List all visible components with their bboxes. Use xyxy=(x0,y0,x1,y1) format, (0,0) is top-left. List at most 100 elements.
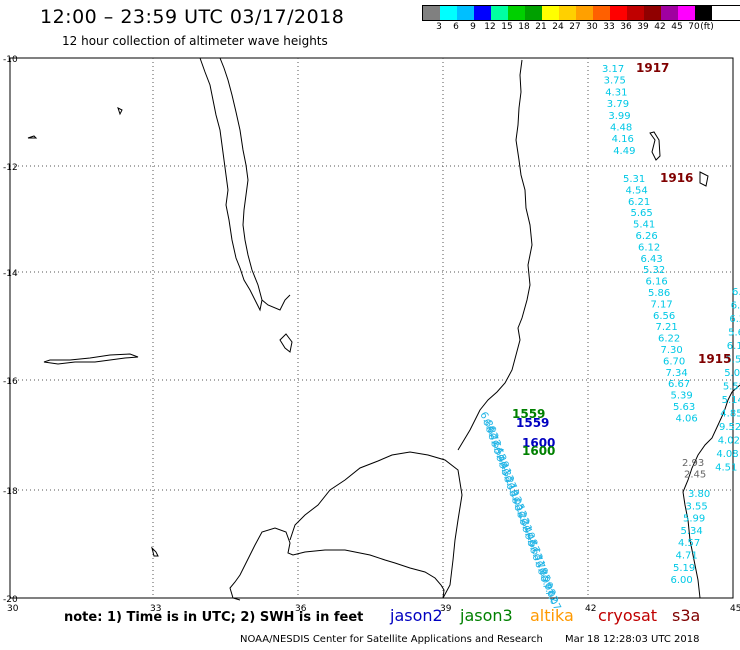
legend-swatch xyxy=(610,6,627,20)
lake-bangweulu xyxy=(43,353,139,365)
track-b-value: 5.31 xyxy=(623,174,645,185)
track-c-value: 4.57 xyxy=(678,538,700,549)
legend-swatch xyxy=(627,6,644,20)
satellite-cryosat: cryosat xyxy=(598,606,658,625)
legend-swatch xyxy=(593,6,610,20)
latitude-label: -16 xyxy=(3,377,18,387)
mainland-coast xyxy=(229,527,445,601)
track-b-value: 6.16 xyxy=(646,277,668,288)
track-a-value: 4.49 xyxy=(613,146,635,157)
legend-label: 39 xyxy=(637,22,649,32)
track-d-value: 4.51 xyxy=(715,463,737,474)
longitude-label: 36 xyxy=(295,604,307,614)
track-a-value: 4.16 xyxy=(612,134,634,145)
legend-swatch xyxy=(474,6,491,20)
legend-labels: 3 6 9 12 15 18 21 24 27 30 33 36 39 42 45 70 (ft) xyxy=(422,21,740,33)
track-b-value: 7.17 xyxy=(651,299,673,310)
cycle-1600-green: 1600 xyxy=(522,444,555,458)
lake-malawi xyxy=(199,57,263,312)
longitude-label: 42 xyxy=(585,604,596,614)
track-a-value: 3.17 xyxy=(602,64,624,75)
track-b-value: 4.54 xyxy=(626,185,648,196)
legend-swatch xyxy=(678,6,695,20)
latitude-label: -20 xyxy=(3,595,18,605)
track-b-value: 5.41 xyxy=(633,220,655,231)
legend-label: 36 xyxy=(620,22,632,32)
mainland-coast-north xyxy=(289,59,533,599)
track-b-value: 6.26 xyxy=(636,231,658,242)
legend-swatch xyxy=(491,6,508,20)
track-b-value: 5.86 xyxy=(648,288,670,299)
track-b-value: 5.65 xyxy=(631,208,653,219)
legend-label: 42 xyxy=(654,22,666,32)
cycle-1917: 1917 xyxy=(636,61,669,75)
legend-label: 3 xyxy=(436,22,442,32)
track-b-value: 6.56 xyxy=(653,311,675,322)
longitude-label: 33 xyxy=(150,604,161,614)
map-frame xyxy=(9,57,734,599)
map-subtitle: 12 hour collection of altimeter wave hei… xyxy=(62,34,328,48)
legend-label: 21 xyxy=(535,22,547,32)
track-c-value: 5.99 xyxy=(683,514,705,525)
track-b-value: 6.21 xyxy=(628,197,650,208)
mayotte-island xyxy=(699,171,709,187)
generated-time: Mar 18 12:28:03 UTC 2018 xyxy=(565,634,700,645)
legend-label: 9 xyxy=(470,22,476,32)
latitude-label: -10 xyxy=(3,55,18,65)
track-d-value: 6.17 xyxy=(727,341,740,352)
madagascar-coast xyxy=(682,384,740,599)
track-c-value: 6.00 xyxy=(671,575,693,586)
legend-swatch xyxy=(644,6,661,20)
legend-swatch xyxy=(559,6,576,20)
cycle-1915: 1915 xyxy=(698,352,731,366)
track-b-value: 6.12 xyxy=(638,242,660,253)
legend-label: 33 xyxy=(603,22,615,32)
satellite-s3a: s3a xyxy=(672,606,701,625)
track-a-value: 3.99 xyxy=(608,111,630,122)
track-b-value: 5.63 xyxy=(673,402,695,413)
track-b-tail-value: 2.93 xyxy=(682,458,704,469)
cycle-1600-blue: 1600 xyxy=(522,436,555,450)
track-a-value: 3.79 xyxy=(607,99,629,110)
latitude-label: -18 xyxy=(3,487,18,497)
track-b-value: 5.32 xyxy=(643,265,665,276)
track-d-value: 4.08 xyxy=(716,449,738,460)
legend-label: 6 xyxy=(453,22,459,32)
legend-label: 70 xyxy=(688,22,700,32)
track-b-value: 7.30 xyxy=(661,345,683,356)
legend-swatch xyxy=(542,6,559,20)
units-note: note: 1) Time is in UTC; 2) SWH is in fe… xyxy=(64,610,364,625)
credit-line: NOAA/NESDIS Center for Satellite Applica… xyxy=(240,634,543,645)
longitude-label: 45 xyxy=(730,604,740,614)
track-d-value: 5.08 xyxy=(724,368,740,379)
track-c-value: 3.80 xyxy=(688,489,710,500)
satellite-jason3: jason3 xyxy=(460,606,513,625)
coastline xyxy=(27,57,740,601)
legend-label: 18 xyxy=(518,22,530,32)
track-a-value: 4.48 xyxy=(610,123,632,134)
track-a-value: 3.75 xyxy=(604,76,626,87)
legend-swatch xyxy=(661,6,678,20)
track-labels: 3.173.754.313.793.994.484.164.49 5.314.54… xyxy=(477,61,740,613)
track-b-value: 7.21 xyxy=(656,322,678,333)
track-c-value: 5.34 xyxy=(681,526,703,537)
legend-swatch xyxy=(695,6,712,20)
track-b-value: 7.34 xyxy=(666,368,688,379)
cycle-1916: 1916 xyxy=(660,171,693,185)
legend-label: 24 xyxy=(552,22,564,32)
legend-label: 15 xyxy=(501,22,513,32)
track-b-value: 4.06 xyxy=(676,413,698,424)
legend-swatch xyxy=(440,6,457,20)
small-island-a xyxy=(151,546,159,557)
legend-label: (ft) xyxy=(700,22,714,32)
legend-swatch xyxy=(508,6,525,20)
track-c-value: 4.71 xyxy=(676,551,698,562)
lake-malawi-south xyxy=(261,294,293,353)
legend-swatches xyxy=(422,5,740,21)
satellite-jason2: jason2 xyxy=(390,606,443,625)
track-d-value: 5.14 xyxy=(722,395,740,406)
map-title: 12:00 – 23:59 UTC 03/17/2018 xyxy=(40,6,345,28)
small-island-c xyxy=(117,107,123,116)
track-b-value: 6.22 xyxy=(658,334,680,345)
